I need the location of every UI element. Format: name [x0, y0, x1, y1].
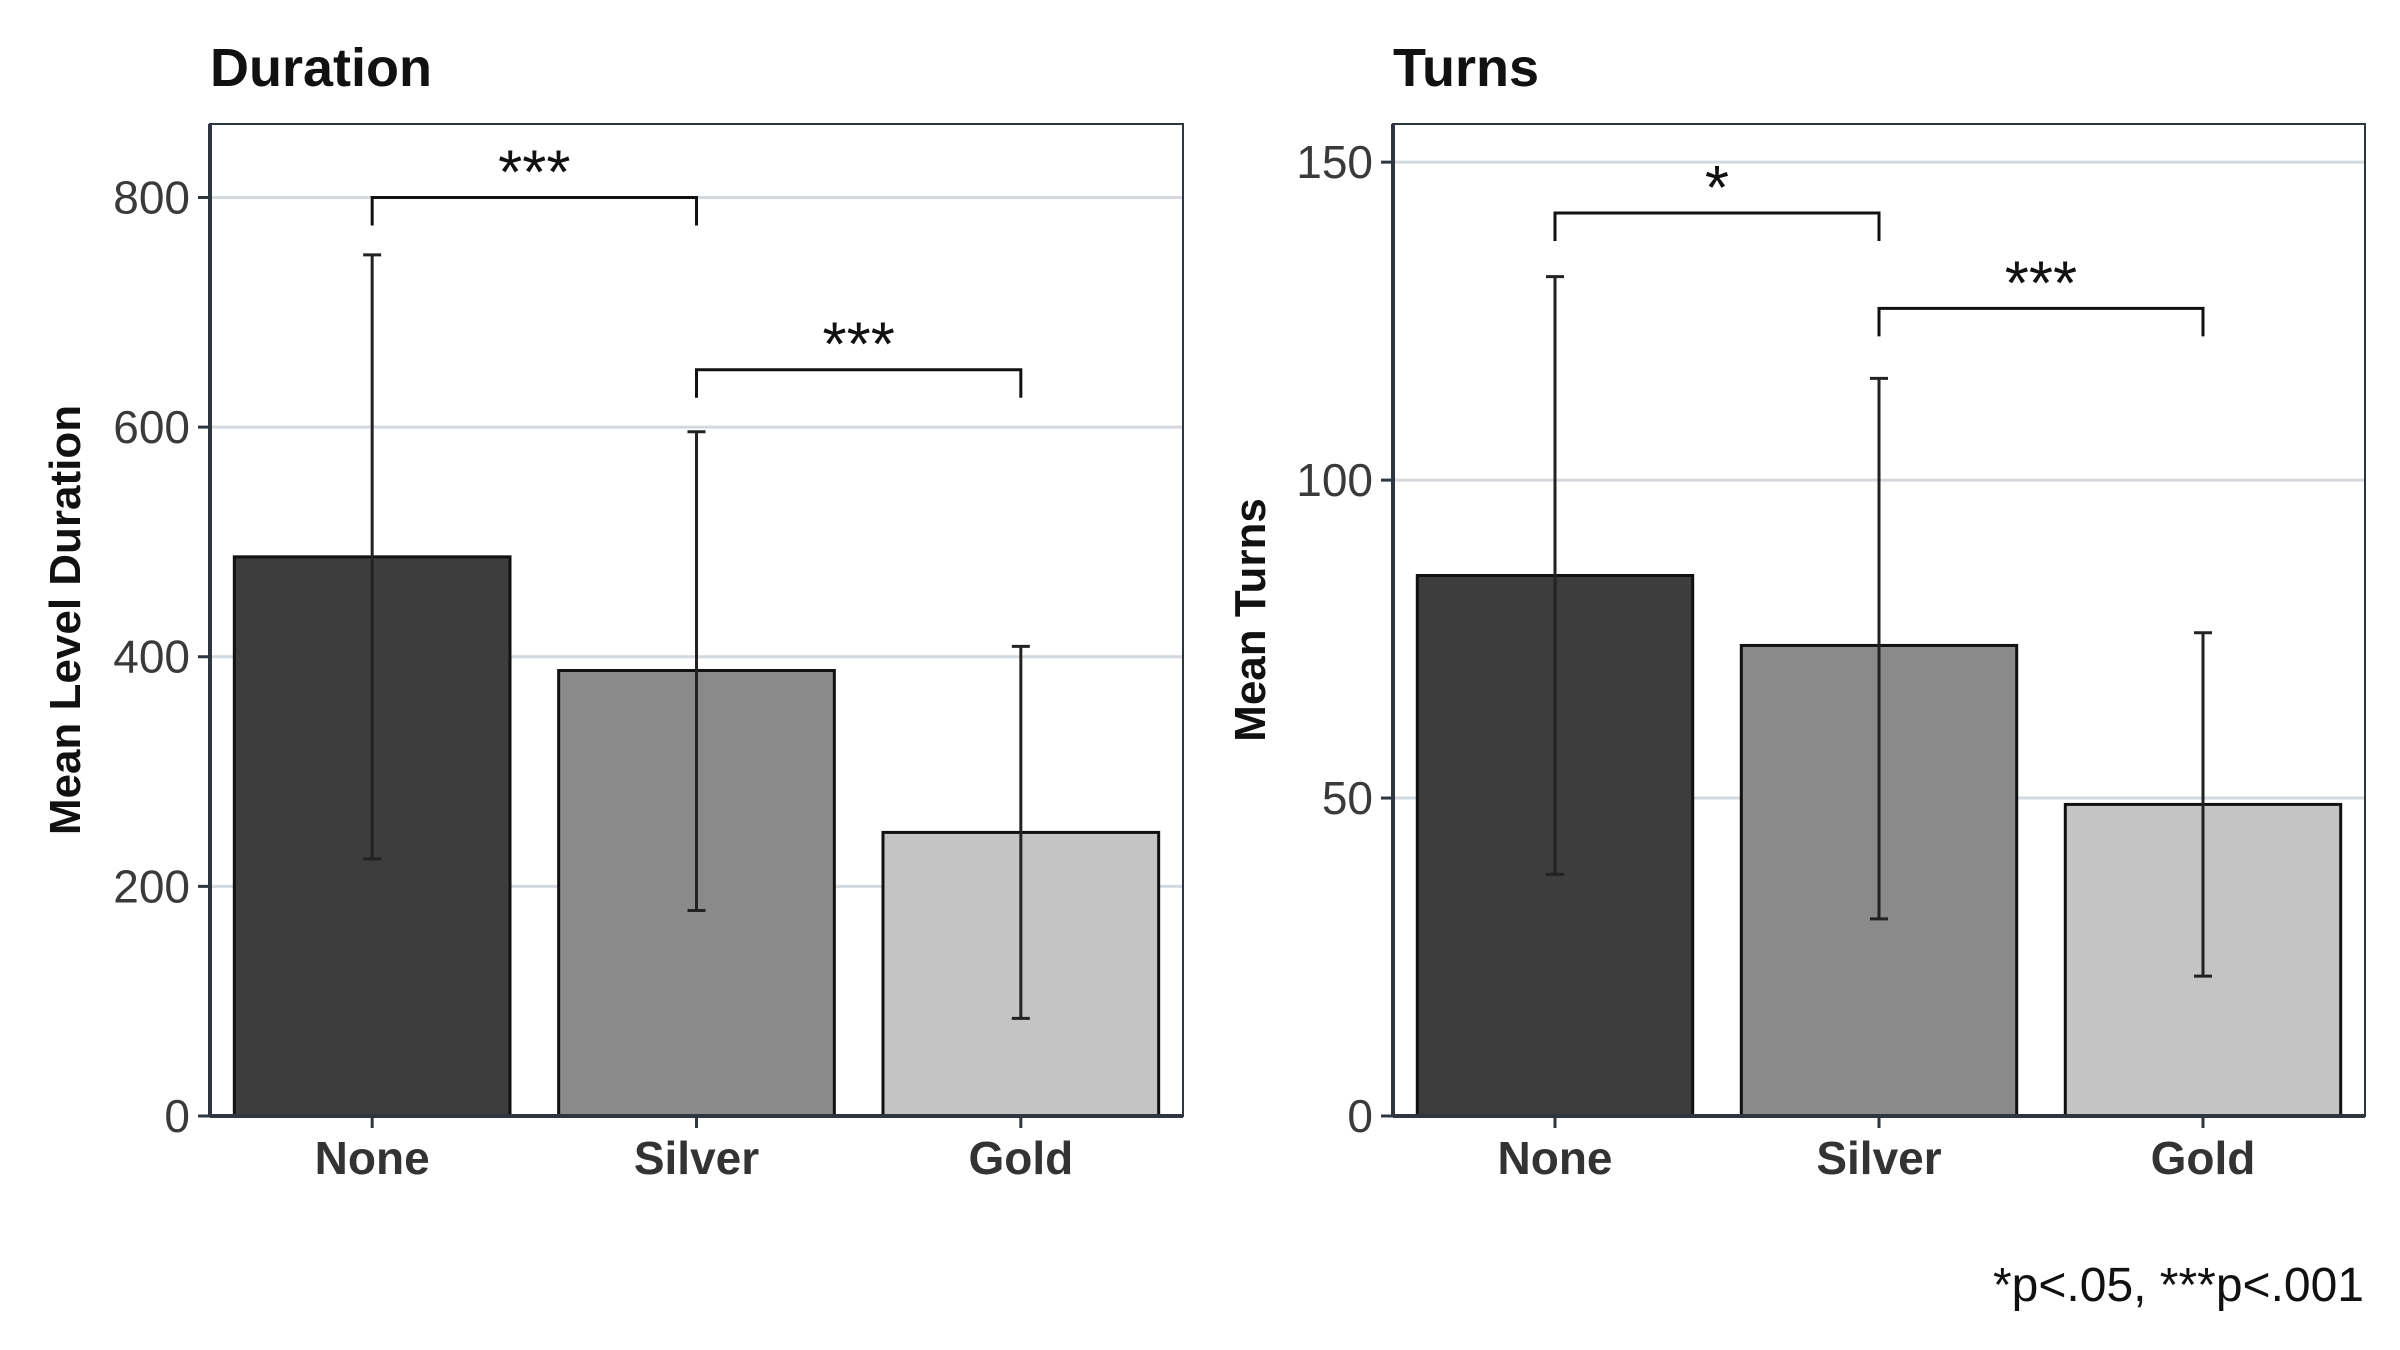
significance-label: *** — [822, 311, 894, 380]
y-tick-label: 200 — [113, 860, 190, 912]
error-bar-silver — [687, 430, 706, 912]
x-tick-label: None — [1498, 1132, 1613, 1184]
x-tick-label: Silver — [634, 1132, 759, 1184]
significance-label: *** — [498, 138, 570, 207]
bracket-line — [1877, 306, 2205, 337]
x-tick-label: Gold — [968, 1132, 1073, 1184]
significance-bracket: *** — [1877, 249, 2205, 337]
y-tick-label: 800 — [113, 171, 190, 223]
chart-title: Turns — [1393, 38, 1539, 98]
error-bar-none — [1546, 275, 1564, 876]
significance-bracket: *** — [370, 138, 698, 226]
x-tick-label: Silver — [1816, 1132, 1941, 1184]
x-tick-label: None — [315, 1132, 430, 1184]
y-tick-label: 50 — [1322, 772, 1373, 824]
error-bar-silver — [1870, 376, 1888, 921]
significance-bracket: * — [1553, 154, 1881, 242]
significance-label: *** — [2005, 249, 2077, 318]
significance-label: * — [1705, 154, 1729, 223]
bracket-line — [695, 368, 1023, 398]
error-bar-gold — [1011, 644, 1030, 1020]
significance-footnote: *p<.05, ***p<.001 — [1993, 1259, 2364, 1312]
bracket-line — [370, 195, 698, 226]
chart-title: Duration — [210, 38, 432, 98]
x-tick-label: Gold — [2151, 1132, 2256, 1184]
significance-bracket: *** — [695, 311, 1023, 398]
y-tick-label: 0 — [1347, 1090, 1373, 1142]
y-axis-title: Mean Level Duration — [41, 405, 90, 835]
error-bar-gold — [2194, 631, 2212, 978]
panel-duration: 0 200 400 600 800 None Silver Gold Duration Mean … — [41, 38, 1184, 1184]
bracket-line — [1553, 211, 1881, 242]
y-tick-label: 150 — [1296, 136, 1373, 188]
error-bar-none — [363, 253, 382, 861]
y-tick-label: 0 — [164, 1090, 190, 1142]
y-axis-title: Mean Turns — [1226, 498, 1275, 742]
y-tick-label: 100 — [1296, 454, 1373, 506]
y-tick-label: 400 — [113, 631, 190, 683]
y-tick-label: 600 — [113, 401, 190, 453]
